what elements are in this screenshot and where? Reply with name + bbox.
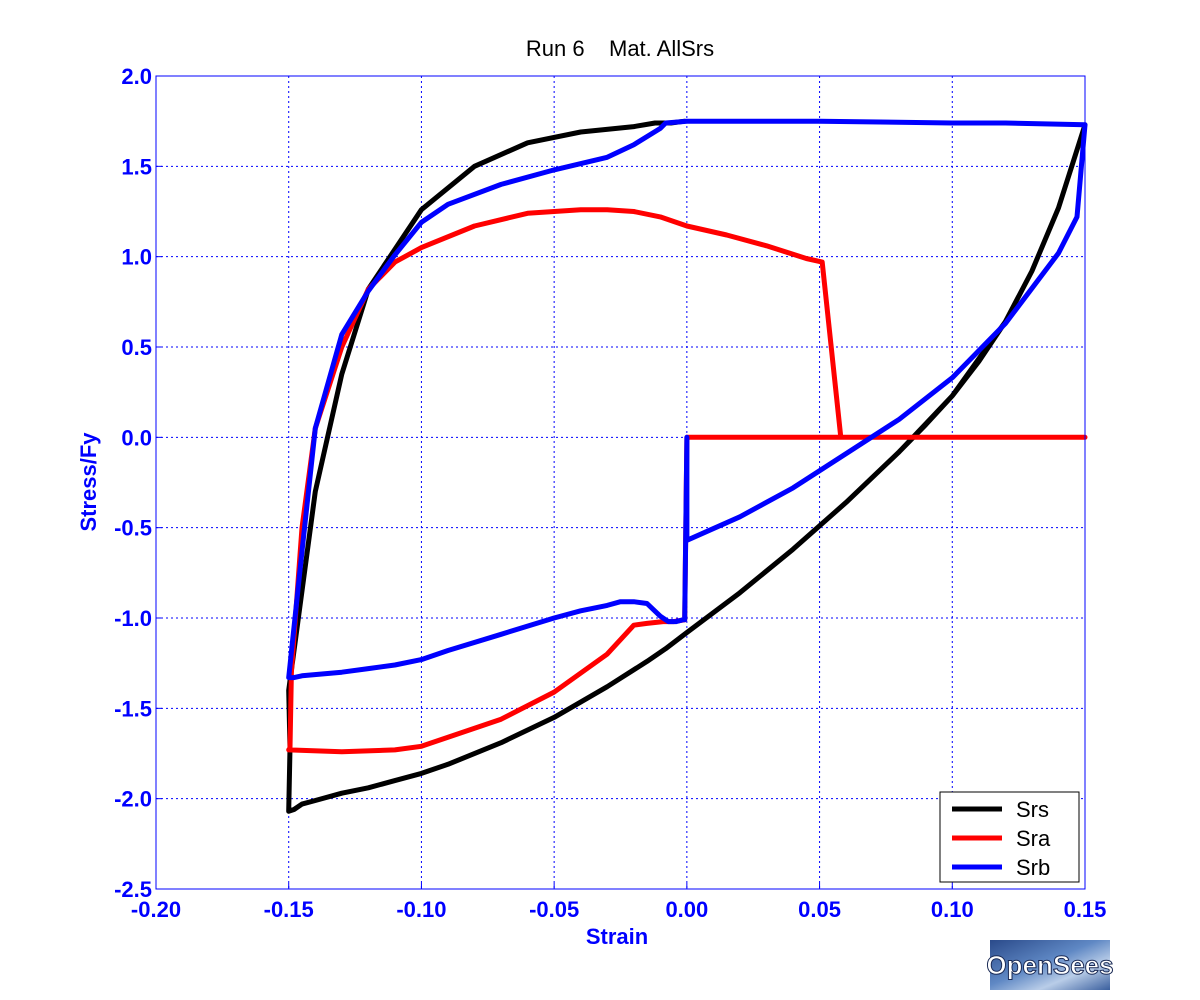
ticks: -0.20 -0.15 -0.10 -0.05 0.00 0.05 0.10 0.15 -2.5… xyxy=(114,64,1106,922)
y-tick-label: 0.0 xyxy=(121,425,152,450)
legend: Srs Sra Srb xyxy=(939,791,1080,883)
series-line-srb xyxy=(286,118,1088,681)
x-tick-label: -0.20 xyxy=(131,897,181,922)
y-tick-label: -0.5 xyxy=(114,516,152,541)
y-tick-label: 2.0 xyxy=(121,64,152,89)
y-tick-label: -2.0 xyxy=(114,787,152,812)
x-tick-label: -0.05 xyxy=(529,897,579,922)
x-tick-label: -0.10 xyxy=(396,897,446,922)
plot-frame xyxy=(155,75,1086,890)
logo-background xyxy=(990,940,1110,990)
x-tick-label: 0.05 xyxy=(798,897,841,922)
y-axis-label: Stress/Fy xyxy=(76,432,101,532)
y-tick-label: 1.5 xyxy=(121,154,152,179)
opensees-logo: OpenSees xyxy=(986,940,1114,990)
y-tick-label: -1.5 xyxy=(114,696,152,721)
x-axis-label: Strain xyxy=(586,924,648,949)
series-layer xyxy=(286,118,1088,814)
x-tick-label: 0.15 xyxy=(1064,897,1107,922)
y-tick-label: -2.5 xyxy=(114,877,152,902)
chart-title: Run 6 Mat. AllSrs xyxy=(526,36,714,61)
y-tick-label: 0.5 xyxy=(121,335,152,360)
x-tick-label: -0.15 xyxy=(264,897,314,922)
legend-label-sra: Sra xyxy=(1016,826,1051,851)
y-tick-label: 1.0 xyxy=(121,245,152,270)
logo-text: OpenSees xyxy=(986,950,1113,980)
legend-label-srs: Srs xyxy=(1016,797,1049,822)
y-tick-label: -1.0 xyxy=(114,606,152,631)
x-tick-label: 0.10 xyxy=(931,897,974,922)
legend-label-srb: Srb xyxy=(1016,855,1050,880)
x-tick-label: 0.00 xyxy=(665,897,708,922)
